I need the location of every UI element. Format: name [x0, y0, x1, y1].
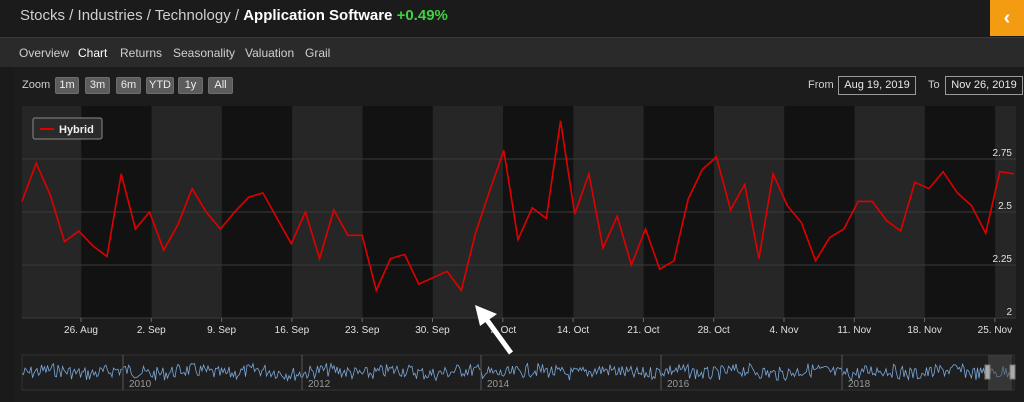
navigator-year-label: 2010: [129, 379, 152, 390]
zoom-1m-button[interactable]: 1m: [55, 77, 79, 94]
to-label: To: [928, 79, 940, 91]
x-tick-label: 21. Oct: [627, 325, 659, 336]
from-label: From: [808, 79, 834, 91]
breadcrumb-stocks[interactable]: Stocks: [20, 7, 66, 24]
x-tick-label: 16. Sep: [275, 325, 310, 336]
tab-grail[interactable]: Grail: [305, 46, 331, 60]
y-tick-label: 2.25: [993, 254, 1013, 265]
navigator-bg: [21, 354, 1015, 391]
breadcrumb-technology[interactable]: Technology: [154, 7, 231, 24]
zoom-ytd-button[interactable]: YTD: [146, 77, 174, 94]
y-tick-label: 2.75: [993, 148, 1013, 159]
header-bar: Stocks / Industries / Technology / Appli…: [0, 0, 1024, 36]
navigator[interactable]: 2010 2012 2014 2016 2018: [21, 354, 1016, 391]
legend[interactable]: Hybrid: [32, 117, 103, 140]
navigator-year-label: 2012: [308, 379, 331, 390]
breadcrumb-industries[interactable]: Industries: [77, 7, 143, 24]
zoom-6m-button[interactable]: 6m: [116, 77, 141, 94]
tab-bar: Overview Chart Returns Seasonality Valua…: [0, 37, 1024, 67]
breadcrumb-separator: /: [65, 7, 78, 24]
y-tick-label: 2.5: [998, 201, 1012, 212]
y-axis: 2 2.25 2.5 2.75: [993, 148, 1013, 318]
x-tick-label: 28. Oct: [698, 325, 730, 336]
navigator-handle-right: [1009, 364, 1016, 380]
x-tick-label: 2. Sep: [137, 325, 166, 336]
navigator-year-label: 2016: [667, 379, 690, 390]
breadcrumb-separator: /: [230, 7, 244, 24]
series-hybrid: [21, 120, 1015, 293]
to-date-input[interactable]: Nov 26, 2019: [945, 76, 1023, 95]
legend-label: Hybrid: [59, 124, 94, 136]
breadcrumb: Stocks / Industries / Technology / Appli…: [20, 7, 448, 24]
zoom-3m-button[interactable]: 3m: [85, 77, 110, 94]
navigator-year-label: 2014: [487, 379, 510, 390]
zoom-1y-button[interactable]: 1y: [178, 77, 203, 94]
x-tick-label: 26. Aug: [64, 325, 98, 336]
navigator-selection: [988, 355, 1012, 390]
navigator-handle-left: [984, 364, 991, 380]
x-tick-label: 18. Nov: [907, 325, 941, 336]
arrow-icon: [475, 305, 514, 355]
legend-box: [32, 117, 103, 140]
x-tick-label: 4. Nov: [770, 325, 799, 336]
x-tick-label: 9. Sep: [207, 325, 236, 336]
tab-valuation[interactable]: Valuation: [245, 46, 295, 60]
x-axis: 26. Aug 2. Sep 9. Sep 16. Sep 23. Sep 30. Sep…: [64, 318, 1012, 336]
zoom-all-button[interactable]: All: [208, 77, 233, 94]
navigator-year-label: 2018: [848, 379, 871, 390]
chevron-left-icon: ‹: [1003, 7, 1011, 29]
breadcrumb-separator: /: [142, 7, 155, 24]
tab-seasonality[interactable]: Seasonality: [173, 46, 236, 60]
tab-overview[interactable]: Overview: [19, 46, 70, 60]
collapse-button[interactable]: ‹: [990, 0, 1024, 36]
x-tick-label: 7. Oct: [489, 325, 516, 336]
zoom-label: Zoom: [22, 79, 51, 91]
y-tick-label: 2: [1006, 307, 1012, 318]
gridlines: [22, 158, 1016, 319]
from-date-input[interactable]: Aug 19, 2019: [838, 76, 916, 95]
x-tick-label: 11. Nov: [837, 325, 871, 336]
x-tick-label: 14. Oct: [557, 325, 589, 336]
change-percent: +0.49%: [396, 7, 448, 24]
tab-chart[interactable]: Chart: [78, 46, 108, 60]
x-tick-label: 30. Sep: [415, 325, 450, 336]
breadcrumb-current: Application Software: [243, 7, 393, 24]
x-tick-label: 25. Nov: [978, 325, 1012, 336]
tab-returns[interactable]: Returns: [120, 46, 163, 60]
x-tick-label: 23. Sep: [345, 325, 380, 336]
navigator-series: [21, 362, 1014, 383]
